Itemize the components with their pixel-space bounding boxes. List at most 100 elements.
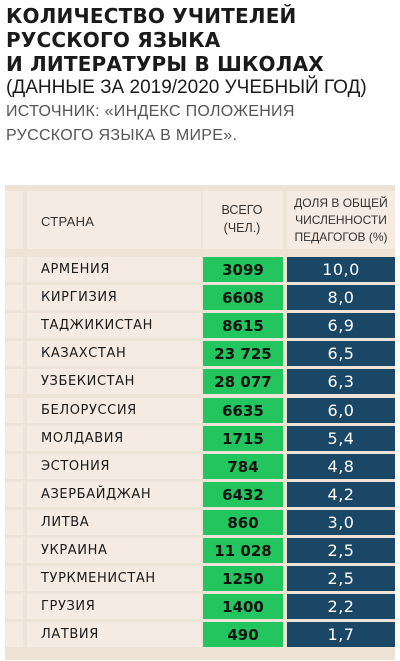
share-value: 6,3 (287, 369, 395, 395)
country-name: КИРГИЗИЯ (41, 290, 118, 306)
share-value: 2,2 (287, 594, 395, 620)
row-stub (5, 453, 23, 479)
country-cell (27, 481, 201, 507)
country-cell (27, 257, 201, 282)
table-row: КАЗАХСТАН 23 725 6,5 (5, 341, 395, 367)
subtitle: (ДАННЫЕ ЗА 2019/2020 УЧЕБНЫЙ ГОД) (6, 77, 367, 98)
share-value: 10,0 (287, 257, 395, 282)
source-line: ИСТОЧНИК: «ИНДЕКС ПОЛОЖЕНИЯ (6, 103, 295, 120)
share-value: 2,5 (287, 538, 395, 563)
country-name: ЭСТОНИЯ (41, 458, 111, 474)
total-value: 11 028 (203, 538, 283, 563)
total-value: 6635 (203, 397, 283, 423)
table-row: ЭСТОНИЯ 784 4,8 (5, 453, 395, 479)
share-value: 8,0 (287, 285, 395, 311)
table-row: ГРУЗИЯ 1400 2,2 (5, 594, 395, 620)
share-value: 6,0 (287, 397, 395, 423)
table-row: КИРГИЗИЯ 6608 8,0 (5, 285, 395, 311)
header-stub (5, 191, 23, 249)
share-value: 5,4 (287, 425, 395, 451)
table-row: ТУРКМЕНИСТАН 1250 2,5 (5, 566, 395, 592)
row-stub (5, 594, 23, 620)
share-value: 4,2 (287, 481, 395, 507)
total-value: 23 725 (203, 341, 283, 367)
country-name: ЛИТВА (41, 514, 90, 530)
row-stub (5, 341, 23, 367)
total-value: 6608 (203, 285, 283, 311)
country-name: ТУРКМЕНИСТАН (41, 571, 156, 587)
share-value: 1,7 (287, 622, 395, 648)
table-header-row: СТРАНА ВСЕГО (ЧЕЛ.) ДОЛЯ В ОБЩЕЙ ЧИСЛЕНН… (5, 185, 395, 255)
table-row: АЗЕРБАЙДЖАН 6432 4,2 (5, 481, 395, 507)
row-stub (5, 566, 23, 592)
column-header-share: ДОЛЯ В ОБЩЕЙ ЧИСЛЕННОСТИ ПЕДАГОГОВ (%) (287, 195, 395, 246)
country-cell (27, 313, 201, 339)
country-name: МОЛДАВИЯ (41, 430, 124, 446)
country-name: ТАДЖИКИСТАН (41, 318, 153, 334)
country-name: АРМЕНИЯ (41, 262, 110, 277)
country-cell (27, 538, 201, 563)
row-stub (5, 481, 23, 507)
title-line: РУССКОГО ЯЗЫКА (6, 28, 221, 52)
row-stub (5, 622, 23, 648)
table-row: БЕЛОРУССИЯ 6635 6,0 (5, 397, 395, 423)
total-value: 6432 (203, 481, 283, 507)
total-value: 490 (203, 622, 283, 648)
country-cell (27, 285, 201, 311)
table-row: ЛАТВИЯ 490 1,7 (5, 622, 395, 648)
data-table: СТРАНА ВСЕГО (ЧЕЛ.) ДОЛЯ В ОБЩЕЙ ЧИСЛЕНН… (5, 185, 395, 660)
share-value: 3,0 (287, 509, 395, 535)
row-stub (5, 397, 23, 423)
share-value: 6,5 (287, 341, 395, 367)
total-value: 8615 (203, 313, 283, 339)
table-row: УКРАИНА 11 028 2,5 (5, 538, 395, 563)
header: КОЛИЧЕСТВО УЧИТЕЛЕЙ РУССКОГО ЯЗЫКА И ЛИТ… (6, 4, 396, 148)
total-value: 1715 (203, 425, 283, 451)
title-line: КОЛИЧЕСТВО УЧИТЕЛЕЙ (6, 4, 297, 28)
country-name: ГРУЗИЯ (41, 599, 96, 615)
country-cell (27, 425, 201, 451)
country-name: БЕЛОРУССИЯ (41, 402, 137, 418)
country-cell (27, 369, 201, 395)
country-cell (27, 622, 201, 648)
column-header-country: СТРАНА (41, 214, 95, 229)
header-country-cell (27, 191, 201, 249)
row-stub (5, 369, 23, 395)
country-cell (27, 397, 201, 423)
header-share-cell (287, 191, 395, 249)
country-cell (27, 566, 201, 592)
country-name: КАЗАХСТАН (41, 346, 127, 362)
country-name: УЗБЕКИСТАН (41, 374, 136, 390)
share-value: 2,5 (287, 566, 395, 592)
source-line: РУССКОГО ЯЗЫКА В МИРЕ». (6, 127, 238, 144)
share-value: 6,9 (287, 313, 395, 339)
country-cell (27, 453, 201, 479)
table-row: ТАДЖИКИСТАН 8615 6,9 (5, 313, 395, 339)
table-row: ЛИТВА 860 3,0 (5, 509, 395, 535)
column-header-total: ВСЕГО (ЧЕЛ.) (201, 201, 283, 237)
country-cell (27, 509, 201, 535)
row-stub (5, 425, 23, 451)
column-header-share-line: ДОЛЯ В ОБЩЕЙ (294, 196, 388, 210)
row-stub (5, 538, 23, 563)
table-row: АРМЕНИЯ 3099 10,0 (5, 257, 395, 282)
total-value: 784 (203, 453, 283, 479)
row-stub (5, 313, 23, 339)
row-stub (5, 509, 23, 535)
country-name: УКРАИНА (41, 543, 108, 558)
country-cell (27, 341, 201, 367)
table-row: УЗБЕКИСТАН 28 077 6,3 (5, 369, 395, 395)
total-value: 1250 (203, 566, 283, 592)
total-value: 1400 (203, 594, 283, 620)
total-value: 28 077 (203, 369, 283, 395)
total-value: 3099 (203, 257, 283, 282)
column-header-total-line: ВСЕГО (221, 203, 263, 217)
column-header-share-line: ЧИСЛЕННОСТИ (295, 213, 387, 227)
country-cell (27, 594, 201, 620)
row-stub (5, 285, 23, 311)
column-header-share-line: ПЕДАГОГОВ (%) (294, 230, 388, 244)
header-total-cell (203, 191, 283, 249)
country-name: ЛАТВИЯ (41, 627, 99, 643)
total-value: 860 (203, 509, 283, 535)
row-stub (5, 257, 23, 282)
